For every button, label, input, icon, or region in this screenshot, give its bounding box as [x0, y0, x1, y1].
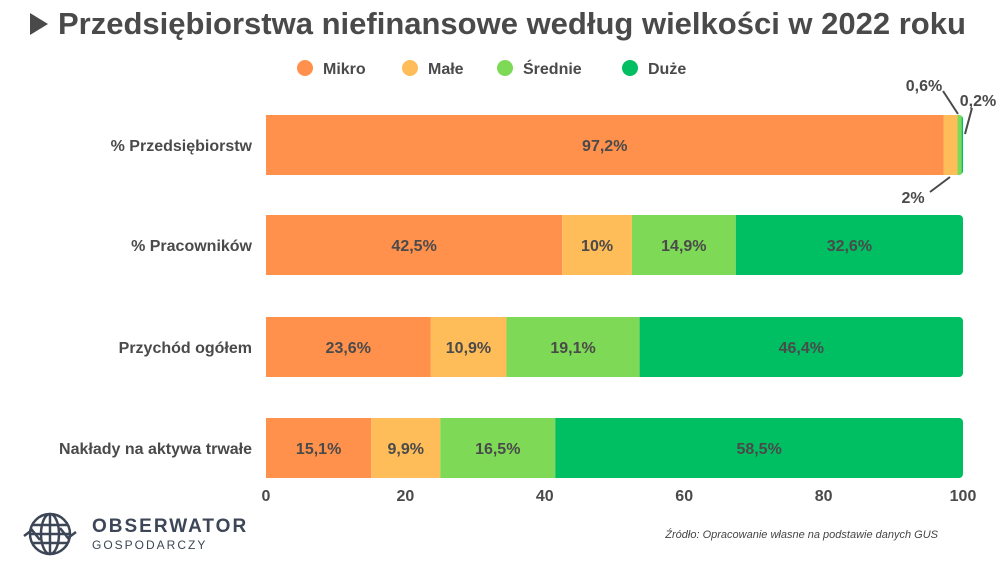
- category-label: % Pracowników: [131, 238, 252, 255]
- legend-marker: [497, 60, 513, 76]
- x-tick-label: 80: [815, 488, 833, 505]
- chart-title-text: Przedsiębiorstwa niefinansowe według wie…: [58, 6, 966, 41]
- source-note: Źródło: Opracowanie własne na podstawie …: [665, 529, 938, 541]
- data-label: 23,6%: [326, 340, 371, 357]
- callout-line: [942, 90, 959, 115]
- logo-name: OBSERWATOR: [92, 516, 249, 537]
- logo-sub: GOSPODARCZY: [92, 538, 208, 552]
- bar-segment: [735, 215, 963, 275]
- x-tick-label: 20: [397, 488, 415, 505]
- data-label: 0,6%: [906, 78, 942, 95]
- x-tick-label: 0: [262, 488, 271, 505]
- data-label: 16,5%: [475, 441, 520, 458]
- data-label: 42,5%: [391, 238, 436, 255]
- data-label: 19,1%: [550, 340, 595, 357]
- data-label: 97,2%: [582, 138, 627, 155]
- legend-marker: [622, 60, 638, 76]
- bar-segment: [943, 115, 958, 175]
- category-label: Nakłady na aktywa trwałe: [59, 441, 252, 458]
- logo: OBSERWATOR GOSPODARCZY: [22, 510, 248, 558]
- bar-segment: [562, 215, 632, 275]
- bar-segment: [266, 317, 431, 377]
- bar-segment: [430, 317, 507, 377]
- data-label: 9,9%: [388, 441, 424, 458]
- bar-segment: [506, 317, 640, 377]
- bar-segment: [639, 317, 963, 377]
- data-label: 0,2%: [960, 93, 996, 110]
- bar-segment: [440, 418, 556, 478]
- x-tick-label: 100: [950, 488, 977, 505]
- data-label: 15,1%: [296, 441, 341, 458]
- chart-title: Przedsiębiorstwa niefinansowe według wie…: [30, 6, 966, 42]
- bar-segment: [961, 115, 963, 175]
- legend-label: Mikro: [323, 61, 366, 78]
- bar-segment: [266, 215, 563, 275]
- data-label: 14,9%: [661, 238, 706, 255]
- legend-label: Małe: [428, 61, 464, 78]
- legend-label: Średnie: [523, 59, 582, 78]
- data-label: 10%: [581, 238, 613, 255]
- callout-line: [929, 176, 951, 193]
- x-tick-label: 60: [675, 488, 693, 505]
- bar-segment: [266, 115, 944, 175]
- bar-segment: [266, 418, 372, 478]
- legend-label: Duże: [648, 61, 686, 78]
- bar-segment: [631, 215, 736, 275]
- globe-icon: [23, 512, 77, 556]
- data-label: 46,4%: [779, 340, 824, 357]
- data-label: 32,6%: [827, 238, 872, 255]
- legend-marker: [297, 60, 313, 76]
- bar-segment: [957, 115, 962, 175]
- data-label: 58,5%: [736, 441, 781, 458]
- bar-segment: [371, 418, 441, 478]
- category-label: Przychód ogółem: [119, 340, 252, 357]
- data-label: 2%: [901, 190, 924, 207]
- triangle-icon: [30, 13, 48, 35]
- bar-segment: [555, 418, 963, 478]
- legend-marker: [402, 60, 418, 76]
- data-label: 10,9%: [446, 340, 491, 357]
- category-label: % Przedsiębiorstw: [111, 138, 253, 155]
- x-tick-label: 40: [536, 488, 554, 505]
- callout-line: [964, 107, 973, 135]
